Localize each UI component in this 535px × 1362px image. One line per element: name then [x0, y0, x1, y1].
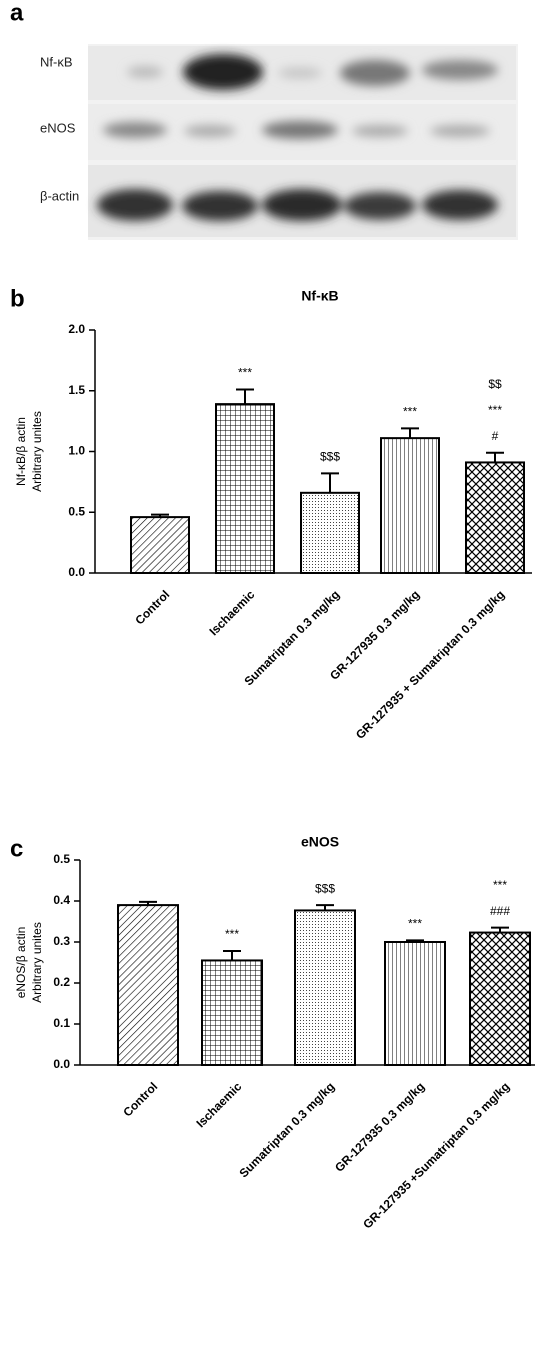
bar: [381, 438, 439, 573]
x-tick-label: Control: [120, 1079, 160, 1119]
significance-label: #: [492, 429, 499, 443]
blot-label: Nf-κB: [40, 54, 73, 69]
chart-title: Nf-κB: [301, 288, 338, 304]
chart-title: eNOS: [301, 834, 339, 850]
y-axis-label: Arbitrary unites: [30, 922, 44, 1003]
blot-label: β-actin: [40, 188, 79, 203]
bar: [216, 404, 274, 573]
y-tick-label: 1.0: [68, 444, 85, 458]
bar: [466, 462, 524, 573]
blot-label: eNOS: [40, 120, 76, 135]
panel-letter: c: [10, 835, 23, 862]
x-tick-label: Ischaemic: [193, 1079, 244, 1130]
bar: [202, 960, 262, 1065]
significance-label: ***: [493, 878, 507, 892]
y-tick-label: 0.5: [68, 504, 85, 518]
bar: [131, 517, 189, 573]
bar: [295, 910, 355, 1065]
x-tick-label: GR-127935 0.3 mg/kg: [327, 587, 422, 682]
significance-label: ***: [408, 917, 422, 931]
panel-letter: b: [10, 285, 25, 312]
y-axis-label: Arbitrary unites: [30, 411, 44, 492]
y-axis-label: eNOS/β actin: [14, 927, 28, 999]
y-tick-label: 0.3: [53, 934, 70, 948]
y-tick-label: 0.0: [68, 565, 85, 579]
significance-label: $$$: [315, 881, 335, 895]
significance-label: ***: [403, 405, 417, 419]
y-tick-label: 1.5: [68, 383, 85, 397]
x-tick-label: GR-127935 + Sumatriptan 0.3 mg/kg: [353, 587, 507, 741]
bar: [385, 942, 445, 1065]
significance-label: $$: [488, 377, 502, 391]
y-tick-label: 0.0: [53, 1057, 70, 1071]
bar: [301, 493, 359, 573]
panel-letter: a: [10, 0, 24, 26]
y-tick-label: 2.0: [68, 322, 85, 336]
x-tick-label: Control: [132, 587, 172, 627]
bar: [470, 933, 530, 1065]
y-axis-label: Nf-κB/β actin: [14, 417, 28, 486]
figure: a Nf-κB eNOS β-actin b c Nf-κB Nf-κB/β ac…: [0, 0, 535, 1362]
significance-label: ###: [490, 904, 510, 918]
x-tick-label: GR-127935 0.3 mg/kg: [332, 1079, 427, 1174]
bar: [118, 905, 178, 1065]
y-tick-label: 0.1: [53, 1016, 70, 1030]
significance-label: ***: [238, 366, 252, 380]
y-tick-label: 0.5: [53, 852, 70, 866]
significance-label: ***: [488, 403, 502, 417]
significance-label: $$$: [320, 450, 340, 464]
x-tick-label: Sumatriptan 0.3 mg/kg: [236, 1079, 337, 1180]
y-tick-label: 0.2: [53, 975, 70, 989]
y-tick-label: 0.4: [53, 893, 70, 907]
x-tick-label: GR-127935 +Sumatriptan 0.3 mg/kg: [360, 1079, 512, 1231]
x-tick-label: Ischaemic: [206, 587, 257, 638]
significance-label: ***: [225, 927, 239, 941]
